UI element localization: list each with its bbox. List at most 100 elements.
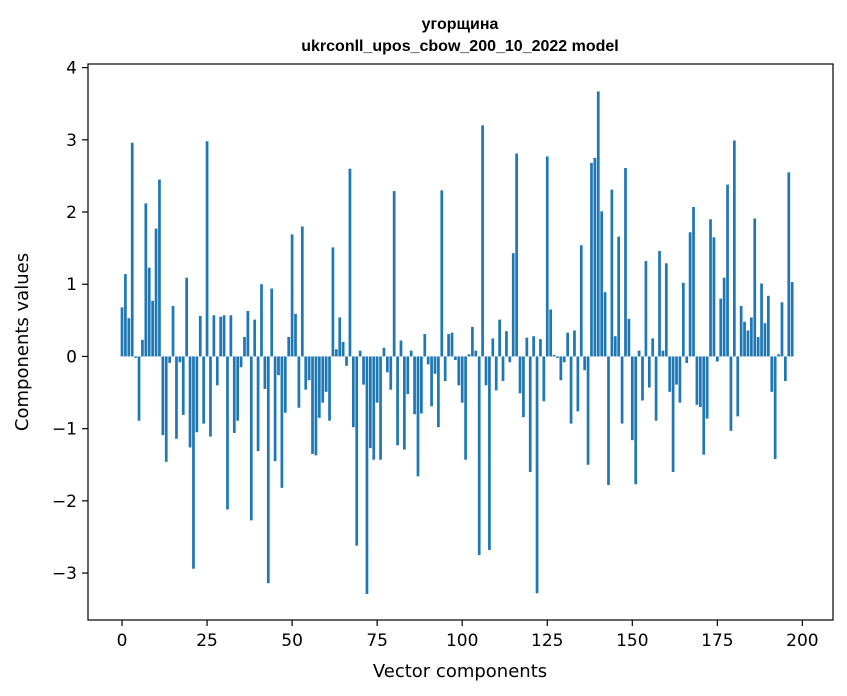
plot-frame [87,63,834,621]
bar-91 [430,356,433,407]
bar-144 [610,189,614,357]
bar-100 [460,356,464,403]
bar-196 [787,172,791,357]
bar-98 [454,356,457,361]
bar-82 [399,340,403,357]
bar-133 [573,330,576,357]
bar-2 [127,318,131,357]
bar-194 [780,302,784,357]
bar-187 [756,336,760,357]
bar-73 [368,356,372,449]
bar-64 [338,317,342,357]
bar-7 [144,203,148,357]
bar-13 [164,356,168,462]
bar-149 [627,318,631,357]
bar-189 [763,323,767,357]
bar-43 [266,356,270,584]
bar-115 [511,253,515,357]
bar-197 [790,282,794,357]
bar-75 [375,356,379,403]
bar-93 [437,356,440,428]
bar-155 [647,356,651,388]
bar-191 [770,356,774,392]
bar-106 [481,125,484,357]
bar-49 [287,336,291,357]
bar-27 [212,315,216,357]
bar-164 [678,356,682,403]
bar-37 [246,310,250,357]
bar-90 [426,356,430,365]
bar-165 [681,282,685,357]
bar-48 [283,356,287,413]
bar-94 [440,190,444,357]
bar-193 [777,354,780,357]
bar-123 [539,339,542,357]
bar-127 [552,355,556,357]
bar-58 [317,356,321,418]
bar-192 [773,356,777,459]
bar-129 [559,356,563,381]
bar-41 [260,284,263,357]
x-tick-label: 75 [366,631,388,651]
bar-132 [569,356,573,424]
bar-170 [698,356,702,407]
bar-19 [185,277,189,357]
bar-51 [294,313,297,357]
bar-104 [474,350,478,357]
bar-162 [671,356,675,472]
bar-186 [753,218,757,357]
bar-103 [471,326,474,357]
bar-116 [515,153,518,357]
bar-34 [236,356,240,421]
x-tick-label: 175 [701,631,733,651]
bar-53 [300,226,304,357]
bar-18 [181,356,185,415]
bar-32 [229,315,233,357]
bar-167 [688,232,692,357]
bar-180 [732,140,736,357]
y-tick-label: 2 [66,203,77,223]
bar-126 [549,309,553,357]
bar-29 [219,316,223,357]
bar-9 [151,300,154,357]
bar-92 [433,356,437,374]
bar-130 [562,356,566,363]
bar-117 [518,356,522,394]
bar-153 [641,356,644,401]
bar-183 [743,321,746,357]
y-tick-label: 4 [66,59,77,79]
bar-22 [195,356,199,433]
bar-157 [654,356,658,421]
bar-109 [491,338,495,357]
bar-54 [304,356,308,390]
bar-50 [290,234,294,357]
bar-33 [232,356,236,433]
bar-151 [634,356,638,485]
bar-152 [637,350,641,357]
bar-147 [620,356,624,424]
bar-61 [328,356,331,421]
bar-154 [644,261,648,357]
bar-166 [685,356,689,363]
x-axis-ticks: 0 25 50 75 100 125 150 175 200 [117,620,819,651]
bar-140 [596,91,600,357]
bar-20 [188,356,192,448]
bar-87 [416,356,420,477]
bar-5 [137,356,141,421]
bar-52 [297,356,301,408]
bar-128 [556,356,559,358]
bar-158 [658,251,661,357]
bar-36 [243,336,246,357]
bar-135 [579,245,583,357]
bar-97 [450,332,454,357]
bar-38 [249,356,253,521]
bar-67 [348,168,352,357]
y-tick-label: 0 [66,347,77,367]
bar-114 [508,356,512,363]
bar-145 [613,336,617,357]
bar-163 [675,356,678,385]
bar-138 [590,162,593,357]
bar-176 [719,298,723,357]
chart-title-line1: угорщина [422,16,499,33]
bar-178 [726,184,729,357]
